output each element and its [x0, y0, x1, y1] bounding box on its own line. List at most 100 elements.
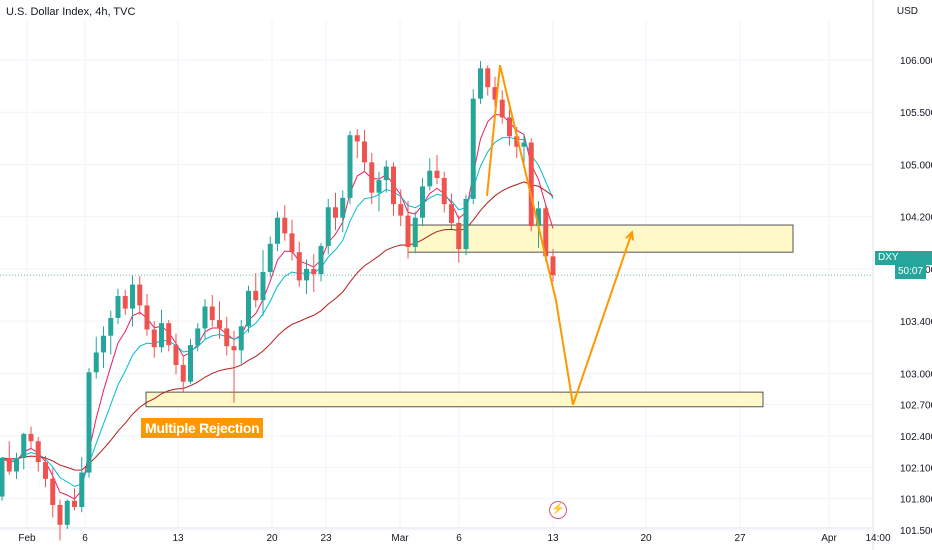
moving-average-line	[1, 113, 554, 500]
y-tick-label: 102.700	[900, 401, 932, 412]
candle-body	[405, 215, 411, 247]
candle-body	[144, 305, 150, 330]
candle-body	[434, 170, 440, 179]
y-tick-label: 102.400	[900, 432, 932, 443]
candle-body	[108, 317, 114, 336]
x-tick-label: 6	[456, 533, 462, 544]
candle-body	[289, 233, 295, 253]
candle-body	[202, 306, 208, 329]
candle-body	[209, 306, 215, 321]
candle-body	[427, 170, 433, 187]
currency-label: USD	[896, 6, 918, 17]
candle-body	[325, 207, 331, 246]
candle-body	[398, 204, 404, 216]
moving-average-line	[1, 137, 554, 487]
bar-countdown: 50:07	[895, 265, 927, 279]
candle-body	[485, 68, 491, 88]
y-tick-label: 103.400	[900, 317, 932, 328]
candle-body	[21, 433, 27, 458]
projection-path	[486, 64, 633, 405]
x-tick-label: Apr	[821, 533, 837, 544]
candle-body	[478, 68, 483, 99]
candle-body	[188, 345, 193, 382]
candle-body	[304, 268, 309, 281]
candle-body	[217, 320, 222, 329]
candle-body	[43, 462, 48, 479]
candle-body	[57, 504, 63, 525]
candle-body	[470, 98, 476, 199]
candle-body	[383, 166, 389, 181]
y-tick-label: 105.500	[900, 108, 932, 119]
y-tick-label: 105.000	[900, 160, 932, 171]
lightning-event-icon[interactable]: ⚡	[549, 501, 567, 519]
candle-body	[195, 328, 201, 346]
projection-arrowhead	[625, 230, 634, 241]
candle-body	[456, 222, 462, 250]
candle-body	[543, 208, 549, 257]
candle-body	[463, 198, 469, 250]
candle-body	[122, 296, 128, 309]
candle-body	[499, 99, 505, 118]
candle-body	[180, 364, 186, 382]
candle-body	[173, 345, 179, 365]
candle-body	[93, 352, 99, 373]
candle-body	[115, 296, 121, 318]
candle-body	[130, 284, 135, 309]
candle-body	[362, 141, 367, 163]
candle-body	[151, 329, 157, 348]
candle-body	[311, 268, 317, 275]
candle-body	[275, 217, 280, 244]
candle-body	[64, 500, 70, 525]
x-tick-label: 20	[266, 533, 278, 544]
candle-body	[536, 208, 541, 227]
support-resistance-zone	[145, 391, 764, 408]
candle-body	[391, 166, 396, 205]
x-tick-label: 27	[734, 533, 746, 544]
x-tick-label: 13	[172, 533, 184, 544]
candle-body	[492, 87, 498, 100]
symbol-label: DXY	[878, 252, 899, 263]
y-tick-label: 104.200	[900, 213, 932, 224]
candle-body	[376, 180, 382, 193]
candle-body	[137, 284, 143, 306]
candle-body	[246, 290, 251, 327]
candle-body	[224, 328, 230, 347]
x-tick-label: 23	[320, 533, 332, 544]
candle-body	[354, 135, 360, 142]
candle-body	[50, 478, 56, 505]
candle-body	[231, 346, 237, 351]
candle-body	[0, 457, 5, 497]
multiple-rejection-label: Multiple Rejection	[141, 418, 264, 438]
x-tick-label: Feb	[18, 533, 36, 544]
candle-body	[35, 441, 41, 463]
candle-body	[86, 372, 92, 473]
candle-body	[550, 256, 556, 276]
candle-body	[159, 323, 164, 348]
candle-body	[369, 162, 375, 193]
y-tick-label: 101.800	[900, 495, 932, 506]
y-tick-label: 103.000	[900, 369, 932, 380]
candle-body	[238, 326, 244, 351]
chart-title: U.S. Dollar Index, 4h, TVC	[6, 6, 136, 18]
candle-body	[521, 142, 527, 147]
candle-body	[420, 186, 425, 218]
y-tick-label: 106.000	[900, 56, 932, 67]
candle-body	[14, 457, 19, 472]
candle-body	[282, 217, 288, 234]
candle-body	[6, 457, 12, 472]
y-tick-label: 102.100	[900, 463, 932, 474]
x-tick-label: 6	[82, 533, 88, 544]
x-tick-label: 13	[547, 533, 559, 544]
candle-body	[412, 217, 418, 247]
x-tick-label: 14:00	[865, 533, 890, 544]
x-tick-label: Mar	[391, 533, 409, 544]
candle-body	[267, 243, 273, 273]
candle-body	[514, 136, 520, 147]
candle-body	[318, 245, 324, 275]
last-price-tag: DXY 103.942	[875, 251, 932, 277]
candle-body	[340, 197, 346, 218]
candle-body	[507, 117, 512, 137]
candle-body	[528, 142, 534, 227]
candle-body	[79, 472, 85, 508]
